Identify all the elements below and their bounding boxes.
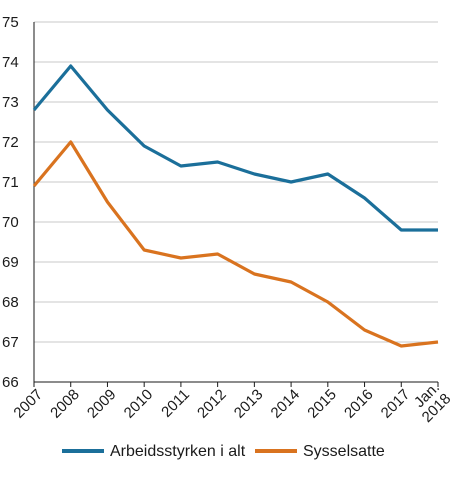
series-lines xyxy=(32,64,439,348)
x-tick-label-2008: 2008 xyxy=(47,386,83,422)
y-tick-label-73: 73 xyxy=(2,94,19,111)
y-tick-label-69: 69 xyxy=(2,254,19,271)
legend-item-arbeidsstyrken-label: Arbeidsstyrken i alt xyxy=(110,443,246,460)
x-tick-label-Jan.-2018: Jan.2018 xyxy=(407,379,450,426)
y-tick-label-72: 72 xyxy=(2,134,19,151)
x-tick-label-2011: 2011 xyxy=(158,386,193,421)
y-tick-label-74: 74 xyxy=(2,54,19,71)
legend: Arbeidsstyrken i alt Sysselsatte xyxy=(62,443,385,460)
y-tick-label-68: 68 xyxy=(2,294,19,311)
x-tick-label-2013: 2013 xyxy=(231,386,267,422)
x-tick-label-2014: 2014 xyxy=(268,386,304,422)
y-tick-label-66: 66 xyxy=(2,374,19,391)
x-tick-label-2016: 2016 xyxy=(341,386,377,422)
x-tick-label-2015: 2015 xyxy=(304,386,340,422)
x-axis-ticks: 2007 2008 2009 2010 2011 2012 2013 2014 2015 2016… xyxy=(10,379,450,426)
y-axis-ticks: 66 67 68 69 70 71 72 73 74 75 xyxy=(2,14,19,391)
x-tick-label-2012: 2012 xyxy=(194,386,230,422)
legend-item-sysselsatte-label: Sysselsatte xyxy=(303,443,385,460)
x-tick-label-2009: 2009 xyxy=(84,386,120,422)
x-tick-label-2010: 2010 xyxy=(121,386,157,422)
series-line-arbeidsstyrken xyxy=(32,64,438,232)
y-tick-label-71: 71 xyxy=(2,174,19,191)
axes xyxy=(33,22,439,387)
y-tick-label-67: 67 xyxy=(2,334,19,351)
y-tick-label-75: 75 xyxy=(2,14,19,31)
series-line-sysselsatte xyxy=(32,140,439,348)
x-tick-label-2017: 2017 xyxy=(378,386,414,422)
y-tick-label-70: 70 xyxy=(2,214,19,231)
x-tick-label-2007: 2007 xyxy=(10,386,46,422)
